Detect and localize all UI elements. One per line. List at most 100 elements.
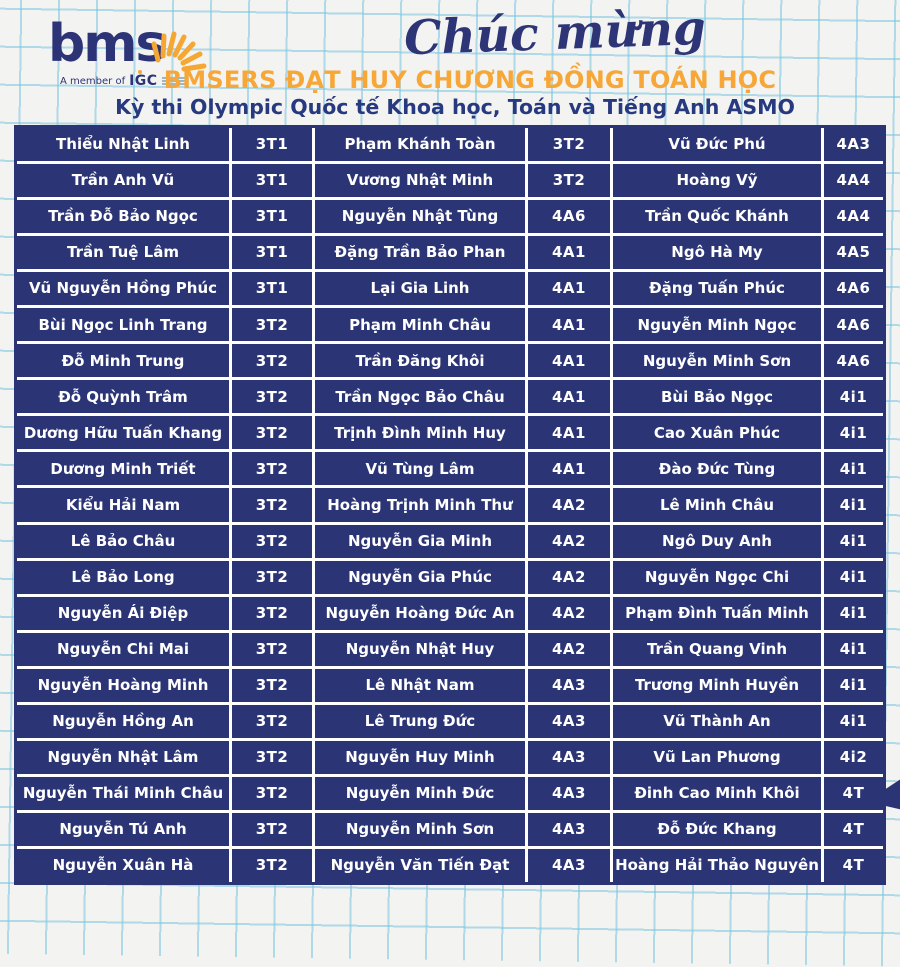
class-cell: 4A1 <box>528 452 610 486</box>
student-name-cell: Phạm Khánh Toàn <box>315 128 525 162</box>
student-name-cell: Vũ Lan Phương <box>613 740 821 774</box>
student-name-cell: Dương Minh Triết <box>17 452 229 486</box>
class-cell: 3T2 <box>232 416 312 450</box>
bms-logo: bms A member of IGC <box>48 18 268 89</box>
student-name-cell: Nguyễn Văn Tiến Đạt <box>315 848 525 882</box>
class-cell: 3T2 <box>232 668 312 702</box>
student-name-cell: Hoàng Vỹ <box>613 164 821 198</box>
student-name-cell: Lê Bảo Châu <box>17 524 229 558</box>
class-cell: 4i1 <box>824 668 883 702</box>
class-cell: 4A4 <box>824 164 883 198</box>
class-cell: 3T2 <box>232 308 312 342</box>
bms-wordmark: bms <box>48 14 166 74</box>
student-name-cell: Nguyễn Minh Ngọc <box>613 308 821 342</box>
student-name-cell: Nguyễn Minh Đức <box>315 776 525 810</box>
class-cell: 3T2 <box>232 848 312 882</box>
class-cell: 3T2 <box>232 776 312 810</box>
student-name-cell: Hoàng Trịnh Minh Thư <box>315 488 525 522</box>
class-cell: 4A2 <box>528 596 610 630</box>
student-name-cell: Trần Đỗ Bảo Ngọc <box>17 200 229 234</box>
class-cell: 3T2 <box>232 488 312 522</box>
class-cell: 4A6 <box>824 272 883 306</box>
student-name-cell: Nguyễn Tú Anh <box>17 812 229 846</box>
student-name-cell: Thiểu Nhật Linh <box>17 128 229 162</box>
student-name-cell: Trần Đăng Khôi <box>315 344 525 378</box>
student-name-cell: Trần Ngọc Bảo Châu <box>315 380 525 414</box>
student-name-cell: Nguyễn Xuân Hà <box>17 848 229 882</box>
student-name-cell: Nguyễn Hoàng Minh <box>17 668 229 702</box>
student-name-cell: Nguyễn Huy Minh <box>315 740 525 774</box>
student-name-cell: Vũ Thành An <box>613 704 821 738</box>
student-name-cell: Nguyễn Minh Sơn <box>315 812 525 846</box>
class-cell: 3T2 <box>528 128 610 162</box>
medal-table: Thiểu Nhật Linh 3T1 Phạm Khánh Toàn 3T2 Vũ Đ… <box>14 125 886 885</box>
headline: BMSERS ĐẠT HUY CHƯƠNG ĐỒNG TOÁN HỌC <box>163 66 777 94</box>
student-name-cell: Lê Bảo Long <box>17 560 229 594</box>
class-cell: 3T1 <box>232 272 312 306</box>
student-name-cell: Đỗ Minh Trung <box>17 344 229 378</box>
class-cell: 4A6 <box>824 308 883 342</box>
class-cell: 4i1 <box>824 452 883 486</box>
class-cell: 3T1 <box>232 164 312 198</box>
student-name-cell: Lê Trung Đức <box>315 704 525 738</box>
student-name-cell: Vũ Tùng Lâm <box>315 452 525 486</box>
class-cell: 4A3 <box>528 776 610 810</box>
student-name-cell: Nguyễn Nhật Lâm <box>17 740 229 774</box>
student-name-cell: Nguyễn Ái Điệp <box>17 596 229 630</box>
class-cell: 4i1 <box>824 632 883 666</box>
class-cell: 4i1 <box>824 380 883 414</box>
class-cell: 3T2 <box>232 740 312 774</box>
student-name-cell: Đặng Tuấn Phúc <box>613 272 821 306</box>
class-cell: 4A1 <box>528 416 610 450</box>
class-cell: 3T1 <box>232 200 312 234</box>
class-cell: 4A1 <box>528 380 610 414</box>
class-cell: 4A3 <box>528 740 610 774</box>
student-name-cell: Trần Tuệ Lâm <box>17 236 229 270</box>
member-line: A member of IGC <box>60 70 268 89</box>
student-name-cell: Đỗ Đức Khang <box>613 812 821 846</box>
class-cell: 3T2 <box>232 596 312 630</box>
sunburst-icon <box>151 31 207 72</box>
class-cell: 4A3 <box>528 812 610 846</box>
student-name-cell: Bùi Bảo Ngọc <box>613 380 821 414</box>
poster-header: bms A member of IGC Chúc mừng BMSERS ĐẠT… <box>0 0 900 125</box>
class-cell: 4A3 <box>528 848 610 882</box>
class-cell: 4i1 <box>824 704 883 738</box>
student-name-cell: Nguyễn Chi Mai <box>17 632 229 666</box>
class-cell: 3T1 <box>232 236 312 270</box>
student-name-cell: Phạm Minh Châu <box>315 308 525 342</box>
class-cell: 3T2 <box>232 524 312 558</box>
class-cell: 4i1 <box>824 488 883 522</box>
class-cell: 3T2 <box>232 452 312 486</box>
class-cell: 3T2 <box>232 344 312 378</box>
class-cell: 4A2 <box>528 632 610 666</box>
student-name-cell: Đặng Trần Bảo Phan <box>315 236 525 270</box>
student-name-cell: Kiểu Hải Nam <box>17 488 229 522</box>
script-title: Chúc mừng <box>403 0 707 67</box>
subtitle: Kỳ thi Olympic Quốc tế Khoa học, Toán và… <box>115 95 795 119</box>
student-name-cell: Đỗ Quỳnh Trâm <box>17 380 229 414</box>
student-name-cell: Vương Nhật Minh <box>315 164 525 198</box>
student-name-cell: Trịnh Đình Minh Huy <box>315 416 525 450</box>
student-name-cell: Nguyễn Gia Minh <box>315 524 525 558</box>
class-cell: 4A2 <box>528 524 610 558</box>
student-name-cell: Đinh Cao Minh Khôi <box>613 776 821 810</box>
student-name-cell: Ngô Hà My <box>613 236 821 270</box>
class-cell: 3T2 <box>232 704 312 738</box>
student-name-cell: Vũ Đức Phú <box>613 128 821 162</box>
igc-logo: IGC <box>129 70 157 89</box>
student-name-cell: Ngô Duy Anh <box>613 524 821 558</box>
student-name-cell: Nguyễn Nhật Tùng <box>315 200 525 234</box>
student-name-cell: Nguyễn Minh Sơn <box>613 344 821 378</box>
member-prefix: A member of <box>60 75 126 87</box>
class-cell: 4i1 <box>824 560 883 594</box>
class-cell: 4A6 <box>528 200 610 234</box>
class-cell: 4A3 <box>528 704 610 738</box>
class-cell: 3T2 <box>232 632 312 666</box>
student-name-cell: Phạm Đình Tuấn Minh <box>613 596 821 630</box>
student-name-cell: Trần Anh Vũ <box>17 164 229 198</box>
student-name-cell: Lê Minh Châu <box>613 488 821 522</box>
class-cell: 4A1 <box>528 344 610 378</box>
igc-fineprint <box>161 77 188 85</box>
class-cell: 3T2 <box>232 560 312 594</box>
